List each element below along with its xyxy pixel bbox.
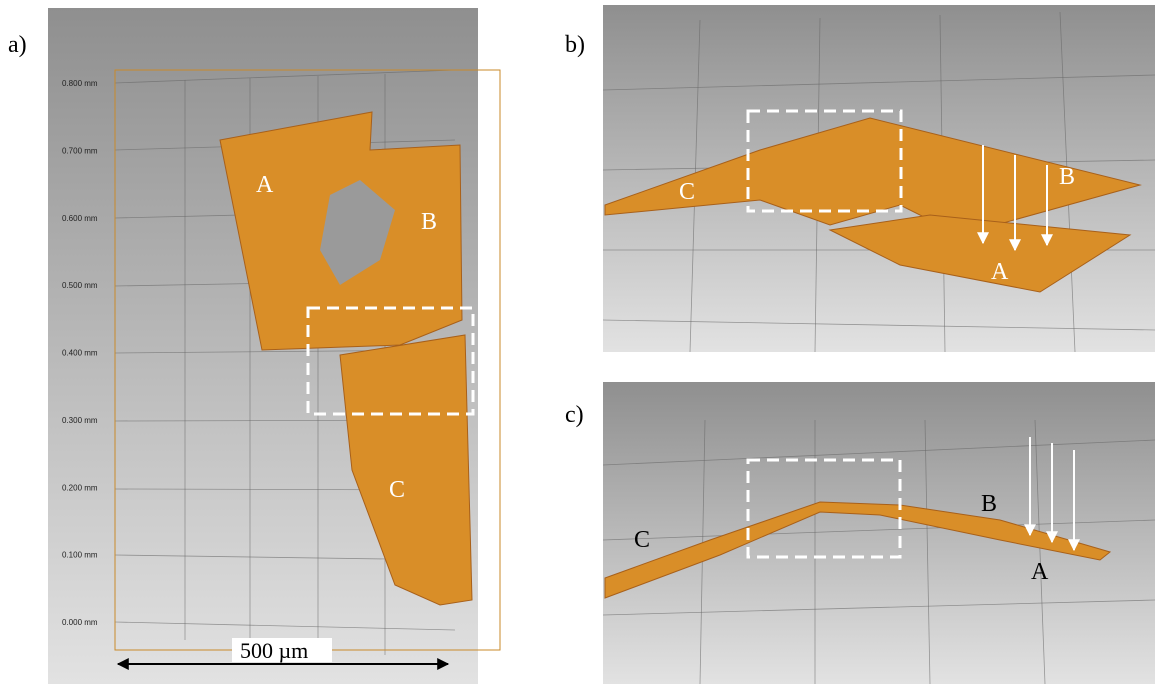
region-letter: A: [991, 259, 1009, 285]
region-letter: C: [389, 477, 405, 503]
axis-label: 0.300 mm: [62, 416, 98, 425]
render-background: [603, 382, 1155, 684]
region-letter: B: [981, 491, 997, 517]
axis-label: 0.400 mm: [62, 349, 98, 358]
region-letter: C: [679, 179, 695, 205]
region-letter: A: [256, 172, 274, 198]
panel-label: a): [8, 32, 27, 58]
axis-label: 0.000 mm: [62, 618, 98, 627]
region-letter: B: [421, 209, 437, 235]
axis-label: 0.800 mm: [62, 79, 98, 88]
axis-label: 0.700 mm: [62, 146, 98, 155]
panel-label: c): [565, 402, 584, 428]
region-letter: A: [1031, 559, 1049, 585]
panel-c: [603, 382, 1155, 684]
region-letter: C: [634, 527, 650, 553]
axis-label: 0.500 mm: [62, 281, 98, 290]
panel-a: 0.800 mm 0.700 mm 0.600 mm 0.500 mm 0.400 mm…: [48, 8, 500, 684]
axis-label: 0.600 mm: [62, 214, 98, 223]
axis-label: 0.100 mm: [62, 551, 98, 560]
panel-label: b): [565, 32, 585, 58]
axis-label: 0.200 mm: [62, 483, 98, 492]
figure: 0.800 mm 0.700 mm 0.600 mm 0.500 mm 0.400 mm…: [0, 0, 1167, 684]
scale-bar-label: 500 µm: [240, 638, 308, 663]
region-letter: B: [1059, 164, 1075, 190]
